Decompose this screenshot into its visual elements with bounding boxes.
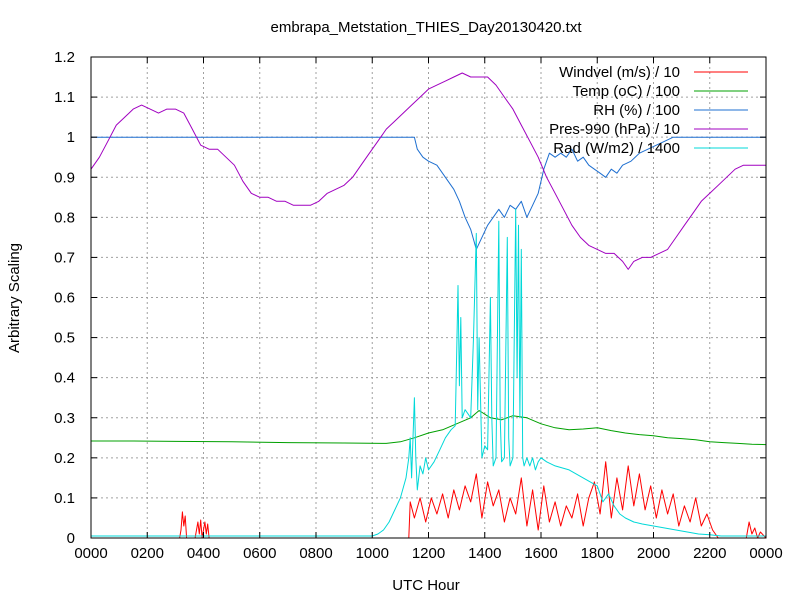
y-tick-label: 0.9 (54, 169, 75, 186)
x-tick-label: 1400 (468, 545, 501, 562)
series-layer (90, 72, 767, 539)
y-tick-label: 0.1 (54, 490, 75, 507)
y-tick-label: 1.2 (54, 49, 75, 66)
y-tick-label: 0.3 (54, 410, 75, 427)
y-tick-label: 0.6 (54, 290, 75, 307)
series-line (91, 208, 766, 537)
y-tick-label: 0.8 (54, 209, 75, 226)
legend-label: Pres-990 (hPa) / 10 (549, 121, 680, 138)
y-tick-label: 0 (67, 530, 75, 547)
x-tick-label: 0600 (243, 545, 276, 562)
x-tick-label: 1200 (412, 545, 445, 562)
x-axis-label: UTC Hour (392, 577, 460, 594)
y-tick-label: 0.5 (54, 330, 75, 347)
y-tick-label: 0.2 (54, 450, 75, 467)
x-tick-label: 0800 (299, 545, 332, 562)
series-line (91, 136, 766, 250)
legend-label: RH (%) / 100 (593, 102, 680, 119)
series-line (90, 72, 766, 270)
x-tick-label: 2000 (637, 545, 670, 562)
series-line (91, 410, 767, 446)
x-tick-label: 0400 (187, 545, 220, 562)
x-tick-label: 1600 (524, 545, 557, 562)
x-tick-label: 0000 (749, 545, 782, 562)
legend-label: Rad (W/m2) / 1400 (553, 140, 680, 157)
y-axis-label: Arbitrary Scaling (6, 243, 23, 353)
legend-label: Temp (oC) / 100 (572, 83, 680, 100)
x-tick-label: 0200 (131, 545, 164, 562)
legend: Windvel (m/s) / 10 Temp (oC) / 100 RH (%) … (549, 64, 748, 157)
chart-title: embrapa_Metstation_THIES_Day20130420.txt (270, 19, 582, 36)
y-tick-label: 1 (67, 129, 75, 146)
y-tick-label: 0.7 (54, 249, 75, 266)
x-tick-label: 1800 (581, 545, 614, 562)
axis-ticks: 0000 0200 0400 0600 0800 1000 1200 1400 1600 1800… (54, 49, 783, 562)
y-tick-label: 1.1 (54, 89, 75, 106)
legend-label: Windvel (m/s) / 10 (559, 64, 680, 81)
series-line (91, 461, 767, 539)
x-tick-label: 1000 (356, 545, 389, 562)
y-tick-label: 0.4 (54, 370, 75, 387)
x-tick-label: 2200 (693, 545, 726, 562)
x-tick-label: 0000 (74, 545, 107, 562)
